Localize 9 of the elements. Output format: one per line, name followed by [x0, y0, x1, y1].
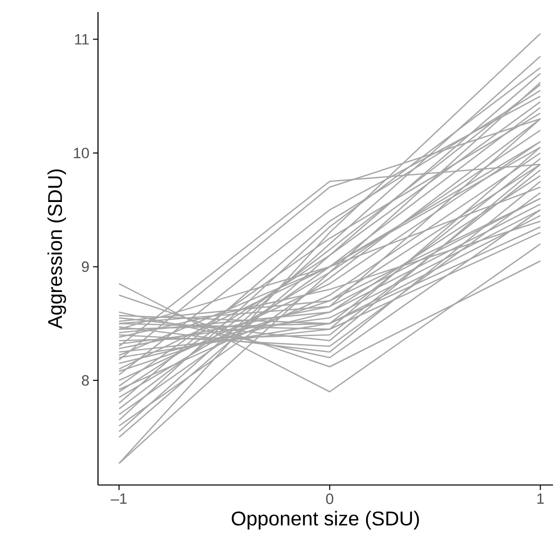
- x-tick-label: 0: [326, 493, 334, 504]
- y-tick-label: 8: [82, 375, 90, 386]
- x-axis-title: Opponent size (SDU): [232, 510, 420, 530]
- x-tick-label: 1: [538, 494, 544, 504]
- x-tick-label: –1: [110, 494, 127, 504]
- y-tick-label: 11: [75, 34, 89, 44]
- y-axis-title: Aggression (SDU): [48, 169, 66, 329]
- y-tick-label: 10: [74, 148, 90, 158]
- y-tick-label: 9: [82, 261, 90, 272]
